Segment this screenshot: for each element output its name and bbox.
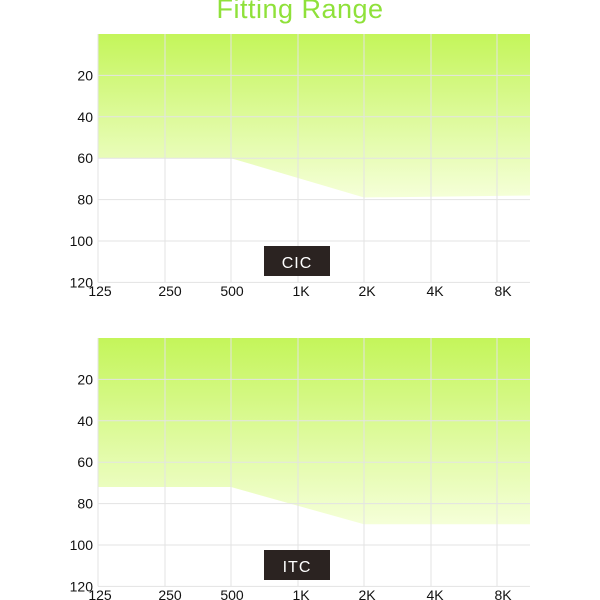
x-tick-label: 2K: [358, 283, 376, 299]
hearing-aid-type-badge: [264, 246, 330, 276]
y-tick-label: 80: [77, 496, 93, 512]
x-tick-label: 250: [158, 587, 182, 600]
x-tick-label: 8K: [494, 587, 512, 600]
x-tick-label: 4K: [426, 587, 444, 600]
x-tick-label: 500: [220, 587, 244, 600]
y-tick-label: 100: [70, 537, 94, 553]
fitting-range-area: [98, 338, 530, 525]
y-tick-label: 60: [77, 150, 93, 166]
x-tick-label: 500: [220, 283, 244, 299]
fitting-range-area: [98, 34, 530, 198]
x-tick-label: 4K: [426, 283, 444, 299]
y-tick-label: 20: [77, 371, 93, 387]
y-tick-label: 40: [77, 413, 93, 429]
y-tick-label: 40: [77, 109, 93, 125]
y-tick-label: 120: [70, 274, 94, 290]
y-tick-label: 120: [70, 578, 94, 594]
y-tick-label: 80: [77, 192, 93, 208]
hearing-aid-type-badge: [264, 550, 330, 580]
x-tick-label: 1K: [292, 587, 310, 600]
hearing-aid-type-label: ITC: [283, 559, 312, 576]
x-tick-label: 125: [88, 587, 112, 600]
x-tick-label: 250: [158, 283, 182, 299]
x-tick-label: 8K: [494, 283, 512, 299]
x-tick-label: 1K: [292, 283, 310, 299]
page-title: Fitting Range: [216, 0, 384, 24]
y-tick-label: 100: [70, 233, 94, 249]
y-tick-label: 60: [77, 454, 93, 470]
y-tick-label: 20: [77, 67, 93, 83]
hearing-aid-type-label: CIC: [282, 255, 313, 272]
x-tick-label: 125: [88, 283, 112, 299]
x-tick-label: 2K: [358, 587, 376, 600]
